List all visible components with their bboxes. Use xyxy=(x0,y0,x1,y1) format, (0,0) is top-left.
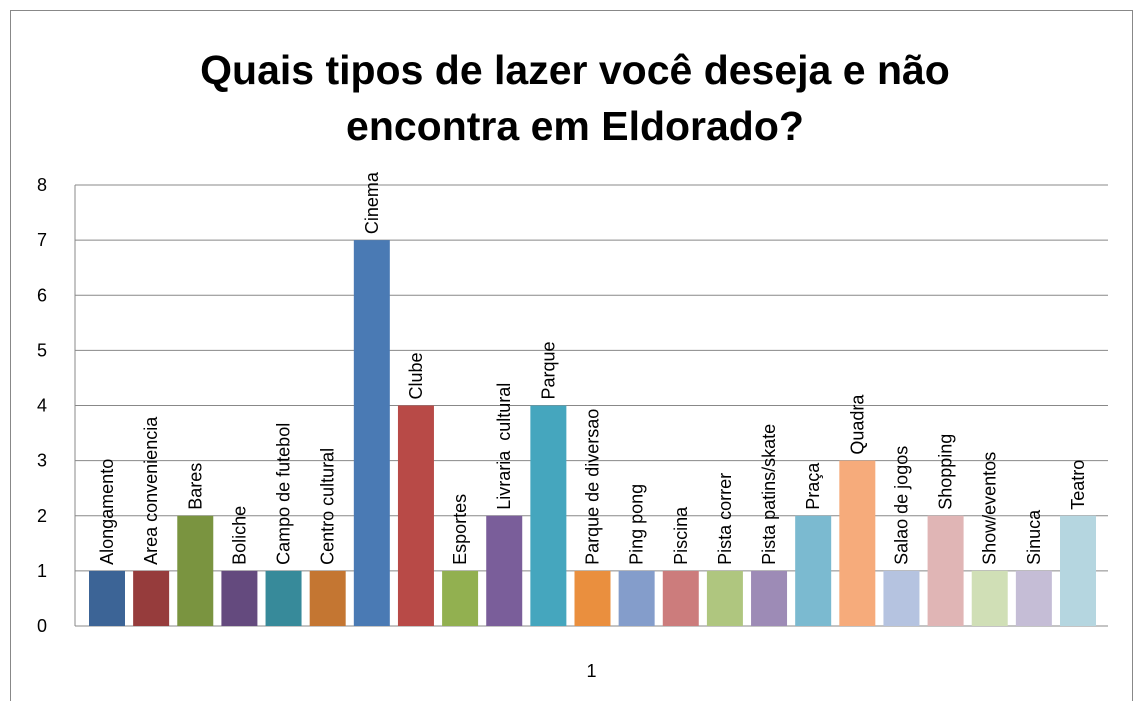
bar xyxy=(662,570,699,626)
y-tick-label: 8 xyxy=(37,175,47,195)
bar-label: Parque xyxy=(538,341,558,399)
bar-label: Parque de diversao xyxy=(583,409,603,565)
bar-label: Area conveniencia xyxy=(141,416,161,565)
chart-title: Quais tipos de lazer você deseja e não e… xyxy=(200,47,950,149)
bar-label: Salao de jogos xyxy=(891,446,911,565)
bar-label: Bares xyxy=(185,463,205,510)
bar-label: Show/eventos xyxy=(980,452,1000,565)
bar-label: Cinema xyxy=(362,171,382,234)
bar-label: Campo de futebol xyxy=(274,423,294,565)
bar xyxy=(530,405,567,626)
bar xyxy=(751,570,788,626)
bar xyxy=(486,515,523,626)
bar-label: Boliche xyxy=(229,506,249,565)
bar xyxy=(883,570,920,626)
y-tick-label: 3 xyxy=(37,451,47,471)
bar xyxy=(221,570,258,626)
bar xyxy=(133,570,170,626)
bar xyxy=(706,570,743,626)
x-tick-label: 1 xyxy=(586,661,596,681)
bar xyxy=(265,570,302,626)
bar-label: Ping pong xyxy=(627,484,647,565)
y-tick-label: 5 xyxy=(37,340,47,360)
y-tick-label: 6 xyxy=(37,285,47,305)
bar xyxy=(927,515,964,626)
y-tick-label: 4 xyxy=(37,396,47,416)
bar-label: Piscina xyxy=(671,506,691,565)
bar xyxy=(1060,515,1096,626)
bar xyxy=(89,570,125,626)
bar-label: Sinuca xyxy=(1024,509,1044,565)
chart-border xyxy=(10,10,1133,701)
y-tick-label: 7 xyxy=(37,230,47,250)
bar xyxy=(309,570,346,626)
bar-label: Praça xyxy=(803,462,823,510)
bar xyxy=(839,460,876,626)
y-tick-label: 2 xyxy=(37,506,47,526)
bar xyxy=(1015,570,1052,626)
bar-label: Alongamento xyxy=(97,459,117,565)
bar-label: Pista patins/skate xyxy=(759,424,779,565)
bar xyxy=(397,405,434,626)
y-tick-label: 0 xyxy=(37,616,47,636)
bar-label: Clube xyxy=(406,352,426,399)
bar xyxy=(795,515,832,626)
bar-label: Esportes xyxy=(450,494,470,565)
bar xyxy=(353,240,390,626)
bar-label: Teatro xyxy=(1068,460,1088,510)
bar-label: Pista correr xyxy=(715,473,735,565)
bar xyxy=(574,570,611,626)
bar xyxy=(442,570,479,626)
bar-label: Livraria cultural xyxy=(494,383,514,510)
bar xyxy=(177,515,214,626)
y-tick-label: 1 xyxy=(37,561,47,581)
bar xyxy=(971,570,1008,626)
bar-label: Quadra xyxy=(847,394,867,455)
bar-label: Centro cultural xyxy=(318,448,338,565)
bar xyxy=(618,570,655,626)
bar-label: Shopping xyxy=(936,434,956,510)
